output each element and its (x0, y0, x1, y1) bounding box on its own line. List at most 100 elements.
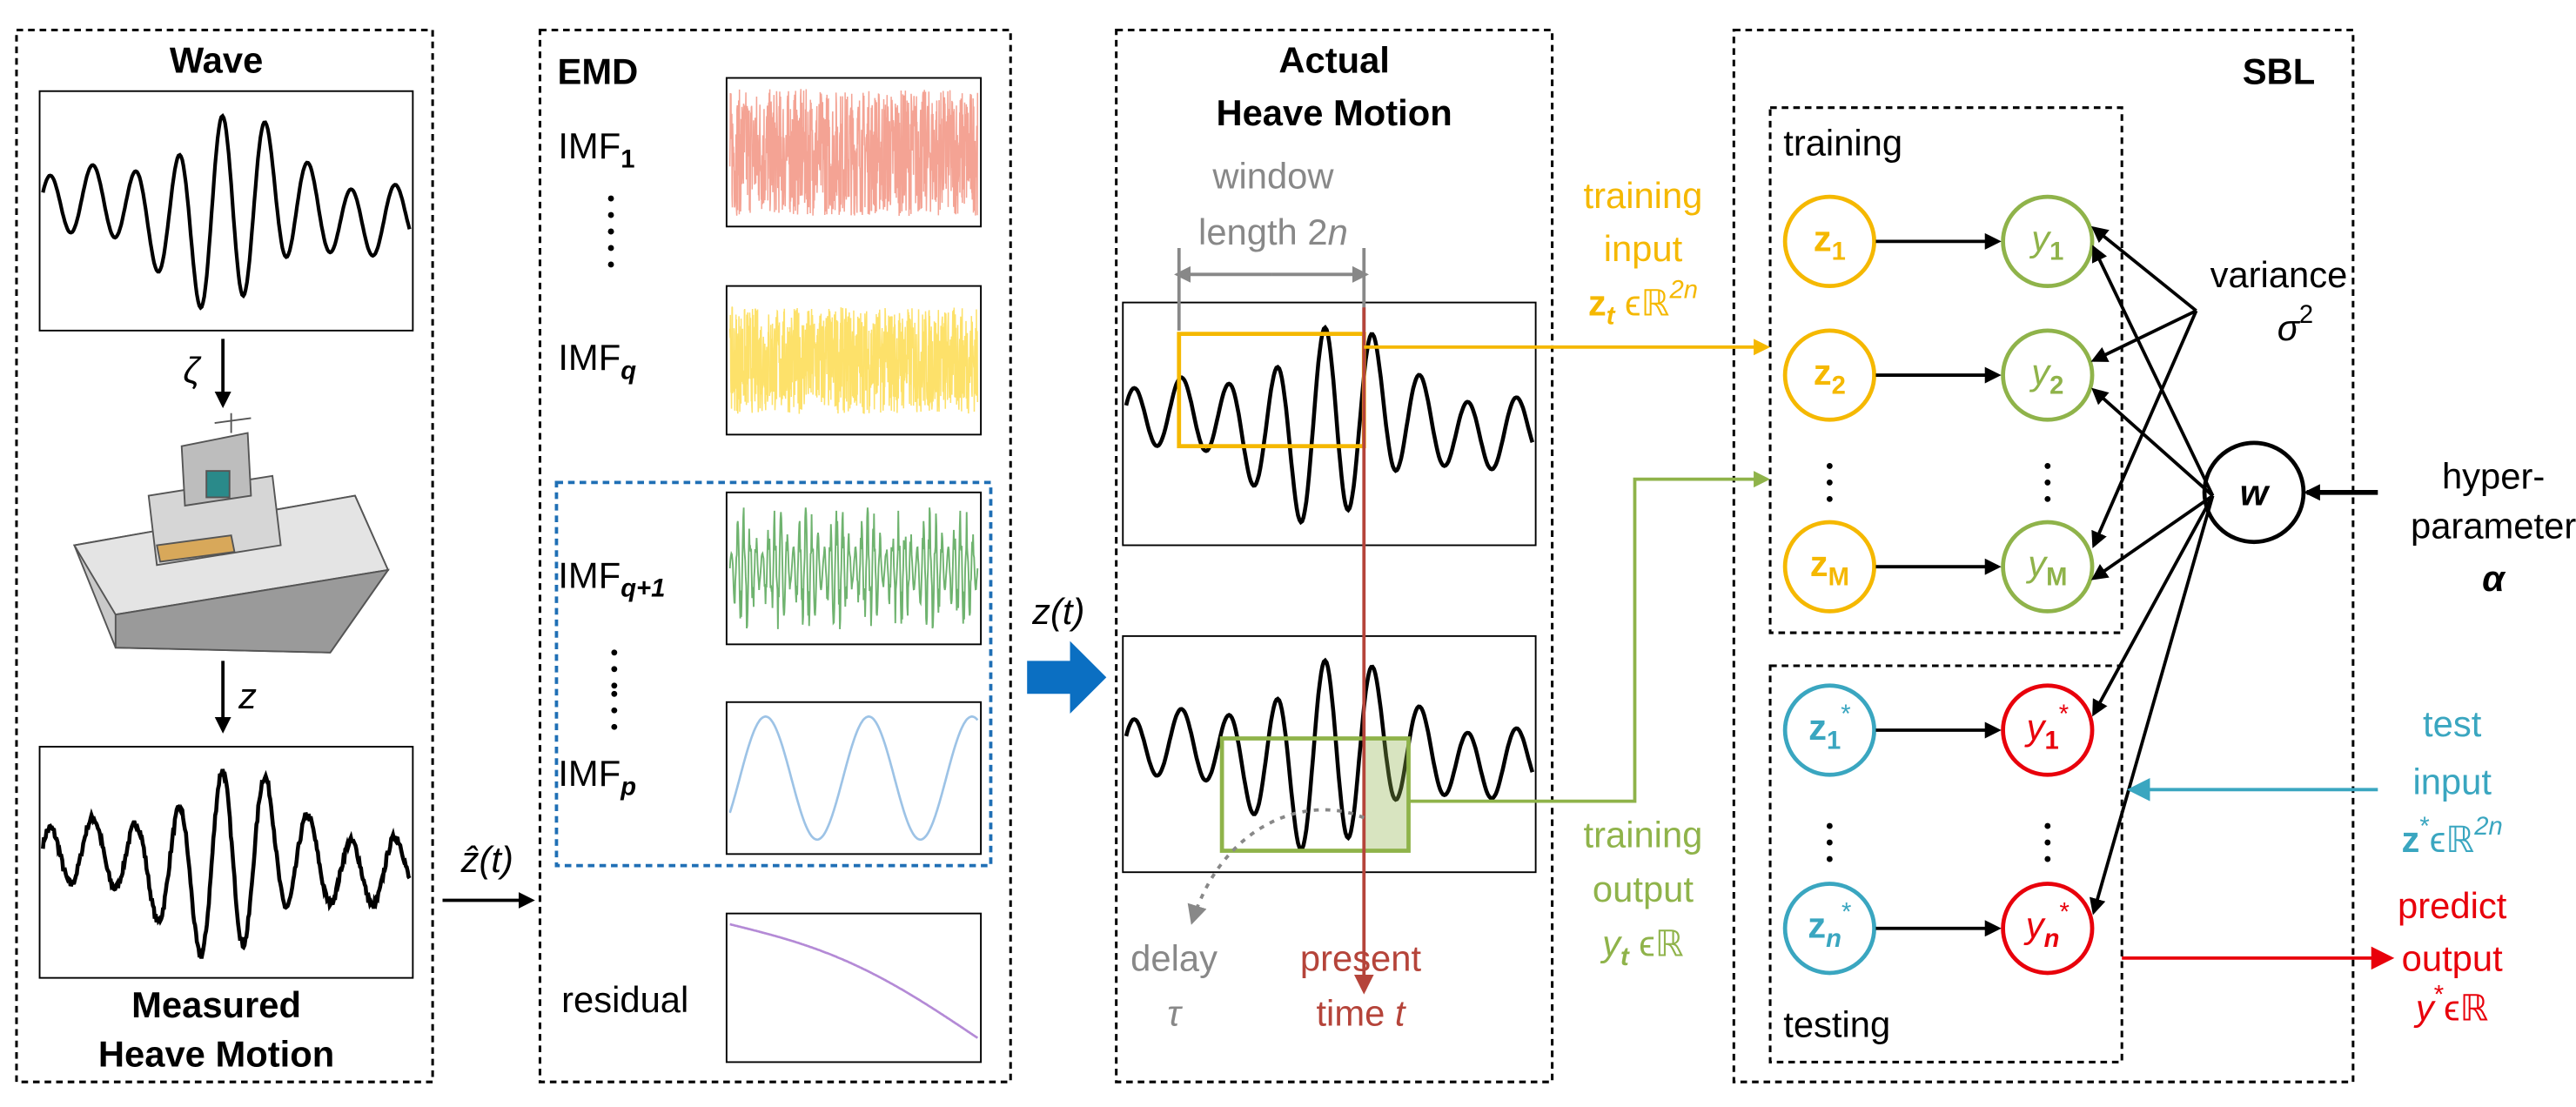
output-shade (1364, 738, 1409, 851)
text-part: ϵℝ (2430, 819, 2475, 860)
label: z2 (1814, 352, 1846, 399)
signal (729, 922, 979, 1039)
plot-frame (38, 746, 414, 979)
text-part: present (1300, 938, 1422, 979)
text-part: * (1841, 898, 1851, 926)
label: z(t) (1031, 591, 1084, 632)
text-part: 1 (1832, 238, 1846, 265)
label: parameter (2411, 506, 2576, 547)
label: z*ϵℝ2n (2402, 813, 2503, 860)
label: yt ϵℝ (1600, 923, 1684, 971)
plot-frame (1122, 634, 1537, 874)
label: training (1584, 814, 1703, 855)
arrow (2091, 245, 2215, 497)
text-part: 2 (2299, 300, 2313, 328)
text-part: t (1395, 992, 1407, 1033)
arrow (2091, 387, 2214, 498)
arrow (2092, 494, 2215, 717)
label: w (2240, 473, 2271, 513)
text-part: z(t) (1031, 591, 1084, 632)
dot (1826, 855, 1833, 862)
label: output (2402, 938, 2503, 979)
dot (607, 228, 614, 235)
text-part: * (2419, 813, 2429, 841)
label: yn* (2023, 898, 2070, 952)
plot-frame (725, 77, 983, 228)
text-part: α (2482, 558, 2506, 599)
text-part: output (1593, 869, 1694, 909)
label: zn* (1808, 898, 1851, 952)
label: input (1604, 228, 1683, 269)
text-part: training (1584, 814, 1703, 855)
label: Actual (1278, 39, 1390, 80)
text-part: M (1828, 563, 1849, 591)
label: variance (2210, 254, 2348, 295)
label: IMF1 (558, 125, 634, 173)
plot-frame (725, 701, 983, 855)
text-part: τ (1167, 992, 1183, 1033)
text-part: q+1 (621, 574, 665, 602)
dot (1826, 822, 1833, 829)
frames (15, 28, 2355, 1084)
label: length 2n (1198, 211, 1348, 252)
dot (611, 723, 618, 730)
text-part: n (1826, 925, 1841, 953)
label: z1 (1814, 218, 1846, 265)
dot (611, 682, 618, 689)
dot (2044, 479, 2051, 486)
text-part: y (2025, 543, 2048, 584)
dot (611, 690, 618, 697)
ship (72, 413, 390, 654)
signal (728, 507, 979, 629)
text-part: variance (2210, 254, 2348, 295)
text-part: residual (561, 979, 688, 1020)
label: predict (2398, 885, 2507, 926)
arrow (2089, 495, 2215, 916)
node (1782, 194, 1876, 288)
dot (607, 245, 614, 252)
signal (41, 768, 412, 959)
node (2001, 328, 2095, 422)
signal (728, 306, 979, 414)
text-part: IMF (558, 753, 621, 794)
label: testing (1783, 1004, 1890, 1045)
text-part: predict (2398, 885, 2507, 926)
label: yM (2025, 543, 2067, 591)
node (1782, 328, 1876, 422)
label: z1* (1808, 701, 1851, 755)
node (2001, 683, 2095, 777)
text-part: input (2412, 761, 2492, 802)
text-part: Measured (131, 984, 301, 1025)
label: σ2 (2277, 300, 2313, 347)
text-part: length 2 (1198, 211, 1328, 252)
text-part: y (2413, 988, 2436, 1029)
label: input (2412, 761, 2492, 802)
label: output (1593, 869, 1694, 909)
text-part: ẑ(t) (460, 839, 513, 880)
dot (611, 666, 618, 673)
text-part: delay (1130, 938, 1218, 979)
signal (728, 89, 979, 216)
label: Heave Motion (1216, 92, 1452, 133)
text-part: time (1316, 992, 1394, 1033)
label: Wave (170, 39, 263, 80)
text-part: y (2023, 905, 2046, 946)
text-part: z (1808, 707, 1827, 748)
label: training (1783, 122, 1902, 163)
text-part: testing (1783, 1004, 1890, 1045)
label: Heave Motion (98, 1034, 334, 1075)
dot (1826, 495, 1833, 502)
text-part: 2n (2473, 813, 2503, 841)
node (1782, 520, 1876, 614)
arrow (2091, 310, 2198, 548)
label: ẑ(t) (460, 839, 513, 880)
plot-frame (38, 90, 414, 332)
label: Measured (131, 984, 301, 1025)
text-part: 1 (621, 145, 634, 173)
label: y1 (2029, 218, 2063, 265)
text-part: parameter (2411, 506, 2576, 547)
text-part: Heave Motion (1216, 92, 1452, 133)
arrow (2090, 494, 2214, 580)
label: window (1211, 155, 1334, 196)
dot (607, 195, 614, 202)
